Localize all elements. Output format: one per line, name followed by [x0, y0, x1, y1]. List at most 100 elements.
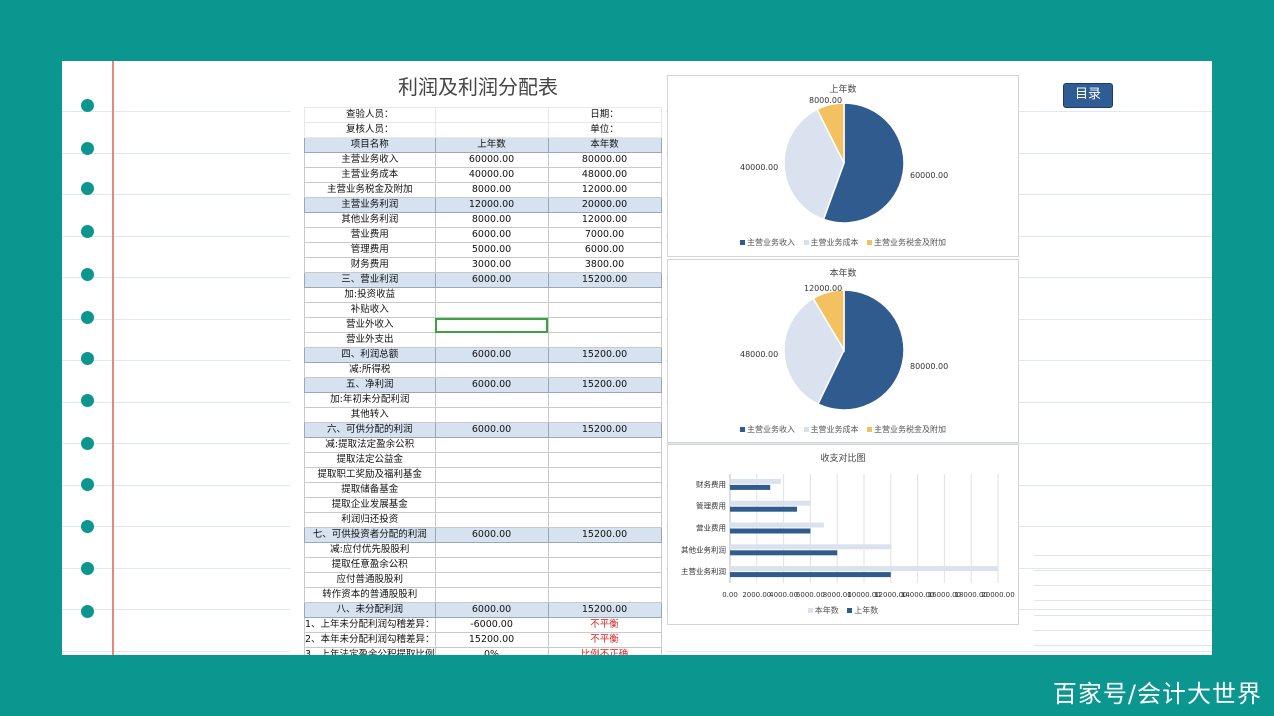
bar-last-year[interactable]: [730, 484, 771, 490]
last-year-cell[interactable]: 0%: [434, 647, 549, 655]
info-label[interactable]: 复核人员：: [304, 122, 436, 138]
this-year-cell[interactable]: [547, 392, 662, 408]
catalog-button[interactable]: 目录: [1063, 83, 1113, 108]
this-year-cell[interactable]: 15200.00: [547, 602, 662, 618]
item-name-cell[interactable]: 应付普通股股利: [304, 572, 436, 588]
item-name-cell[interactable]: 其他转入: [304, 407, 436, 423]
bar-last-year[interactable]: [730, 528, 811, 534]
this-year-cell[interactable]: 3800.00: [547, 257, 662, 273]
item-name-cell[interactable]: 管理费用: [304, 242, 436, 258]
info-label[interactable]: 单位：: [547, 122, 662, 138]
this-year-cell[interactable]: [547, 542, 662, 558]
bar-this-year[interactable]: [730, 500, 811, 506]
last-year-cell[interactable]: [434, 512, 549, 528]
last-year-cell[interactable]: [434, 362, 549, 378]
last-year-cell[interactable]: [434, 572, 549, 588]
item-name-cell[interactable]: 减:应付优先股股利: [304, 542, 436, 558]
last-year-cell[interactable]: 60000.00: [434, 152, 549, 168]
bar-last-year[interactable]: [730, 550, 838, 556]
this-year-cell[interactable]: [547, 512, 662, 528]
last-year-cell[interactable]: [434, 437, 549, 453]
info-value[interactable]: [434, 122, 549, 138]
pie-slice[interactable]: [816, 102, 845, 164]
item-name-cell[interactable]: 转作资本的普通股股利: [304, 587, 436, 603]
pie-chart-this-year[interactable]: 本年数 80000.00 48000.00 12000.00 主营业务收入 主营业务…: [667, 259, 1019, 443]
this-year-cell[interactable]: [547, 407, 662, 423]
item-name-cell[interactable]: 减:提取法定盈余公积: [304, 437, 436, 453]
last-year-cell[interactable]: 3000.00: [434, 257, 549, 273]
item-name-cell[interactable]: 营业外收入: [304, 317, 436, 333]
this-year-cell[interactable]: 12000.00: [547, 182, 662, 198]
last-year-cell[interactable]: 6000.00: [434, 347, 549, 363]
item-name-cell[interactable]: 六、可供分配的利润: [304, 422, 436, 438]
this-year-cell[interactable]: [547, 587, 662, 603]
item-name-cell[interactable]: 减:所得税: [304, 362, 436, 378]
last-year-cell[interactable]: [434, 407, 549, 423]
item-name-cell[interactable]: 加:投资收益: [304, 287, 436, 303]
pie-slice[interactable]: [812, 289, 845, 353]
this-year-cell[interactable]: 比例不正确: [547, 647, 662, 655]
item-name-cell[interactable]: 营业外支出: [304, 332, 436, 348]
bar-this-year[interactable]: [730, 566, 998, 572]
last-year-cell[interactable]: 6000.00: [434, 377, 549, 393]
info-value[interactable]: [434, 107, 549, 123]
pie-slice[interactable]: [822, 102, 905, 224]
item-name-cell[interactable]: 七、可供投资者分配的利润: [304, 527, 436, 543]
item-name-cell[interactable]: 营业费用: [304, 227, 436, 243]
bar-last-year[interactable]: [730, 572, 891, 578]
last-year-cell[interactable]: [434, 482, 549, 498]
this-year-cell[interactable]: [547, 467, 662, 483]
bar-last-year[interactable]: [730, 506, 797, 512]
this-year-cell[interactable]: 15200.00: [547, 347, 662, 363]
item-name-cell[interactable]: 八、未分配利润: [304, 602, 436, 618]
last-year-cell[interactable]: [434, 557, 549, 573]
this-year-cell[interactable]: 6000.00: [547, 242, 662, 258]
this-year-cell[interactable]: 15200.00: [547, 272, 662, 288]
last-year-cell[interactable]: 5000.00: [434, 242, 549, 258]
this-year-cell[interactable]: [547, 437, 662, 453]
item-name-cell[interactable]: 加:年初未分配利润: [304, 392, 436, 408]
last-year-cell[interactable]: 15200.00: [434, 632, 549, 648]
this-year-cell[interactable]: [547, 452, 662, 468]
item-name-cell[interactable]: 财务费用: [304, 257, 436, 273]
this-year-cell[interactable]: [547, 362, 662, 378]
last-year-cell[interactable]: 6000.00: [434, 602, 549, 618]
last-year-cell[interactable]: [434, 452, 549, 468]
pie-slice[interactable]: [783, 108, 845, 221]
this-year-cell[interactable]: 15200.00: [547, 377, 662, 393]
item-name-cell[interactable]: 主营业务成本: [304, 167, 436, 183]
this-year-cell[interactable]: [547, 482, 662, 498]
bar-chart-comparison[interactable]: 收支对比图 0.00 2000.00 4000.00 6000.00 8000.00 10…: [667, 444, 1019, 625]
item-name-cell[interactable]: 提取储备基金: [304, 482, 436, 498]
item-name-cell[interactable]: 补贴收入: [304, 302, 436, 318]
last-year-cell[interactable]: 8000.00: [434, 182, 549, 198]
item-name-cell[interactable]: 五、净利润: [304, 377, 436, 393]
this-year-cell[interactable]: 不平衡: [547, 617, 662, 633]
last-year-cell[interactable]: 6000.00: [434, 527, 549, 543]
item-name-cell[interactable]: 提取任意盈余公积: [304, 557, 436, 573]
this-year-cell[interactable]: 80000.00: [547, 152, 662, 168]
this-year-cell[interactable]: 12000.00: [547, 212, 662, 228]
pie-slice[interactable]: [783, 297, 845, 406]
info-label[interactable]: 日期：: [547, 107, 662, 123]
item-name-cell[interactable]: 提取企业发展基金: [304, 497, 436, 513]
item-name-cell[interactable]: 其他业务利润: [304, 212, 436, 228]
pie-chart-last-year[interactable]: 上年数 60000.00 40000.00 8000.00 主营业务收入 主营业务成…: [667, 75, 1019, 257]
last-year-cell[interactable]: [434, 287, 549, 303]
item-name-cell[interactable]: 2、本年未分配利润勾稽差异：: [304, 632, 436, 648]
last-year-cell[interactable]: 6000.00: [434, 422, 549, 438]
item-name-cell[interactable]: 1、上年未分配利润勾稽差异：: [304, 617, 436, 633]
this-year-cell[interactable]: 15200.00: [547, 422, 662, 438]
this-year-cell[interactable]: [547, 317, 662, 333]
last-year-cell[interactable]: [434, 302, 549, 318]
this-year-cell[interactable]: 7000.00: [547, 227, 662, 243]
last-year-cell[interactable]: [434, 392, 549, 408]
last-year-cell[interactable]: 12000.00: [434, 197, 549, 213]
last-year-cell[interactable]: 8000.00: [434, 212, 549, 228]
this-year-cell[interactable]: [547, 557, 662, 573]
item-name-cell[interactable]: 主营业务利润: [304, 197, 436, 213]
item-name-cell[interactable]: 三、营业利润: [304, 272, 436, 288]
column-header[interactable]: 上年数: [434, 137, 549, 153]
this-year-cell[interactable]: [547, 302, 662, 318]
item-name-cell[interactable]: 主营业务收入: [304, 152, 436, 168]
